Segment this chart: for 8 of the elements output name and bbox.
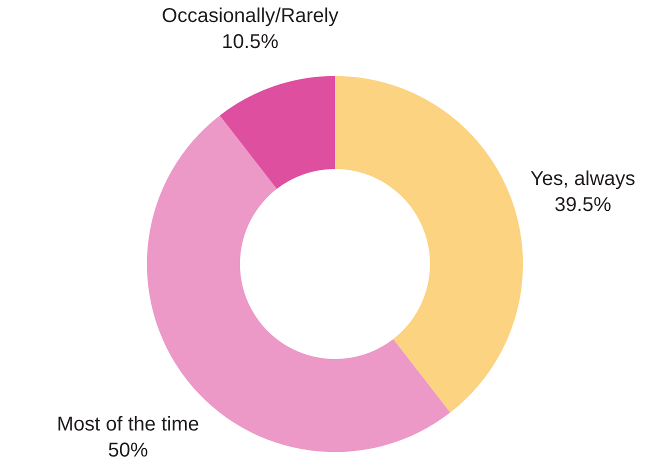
donut-slice	[335, 76, 523, 413]
slice-label: Most of the time	[56, 414, 200, 436]
data-label: 10.5%	[222, 31, 279, 54]
data-label: 39.5%	[554, 194, 612, 216]
slice-label: Yes, always	[530, 168, 636, 190]
donut-slice	[220, 76, 335, 189]
slice-label: Occasionally/Rarely	[162, 5, 338, 28]
data-label: 50%	[108, 440, 148, 462]
